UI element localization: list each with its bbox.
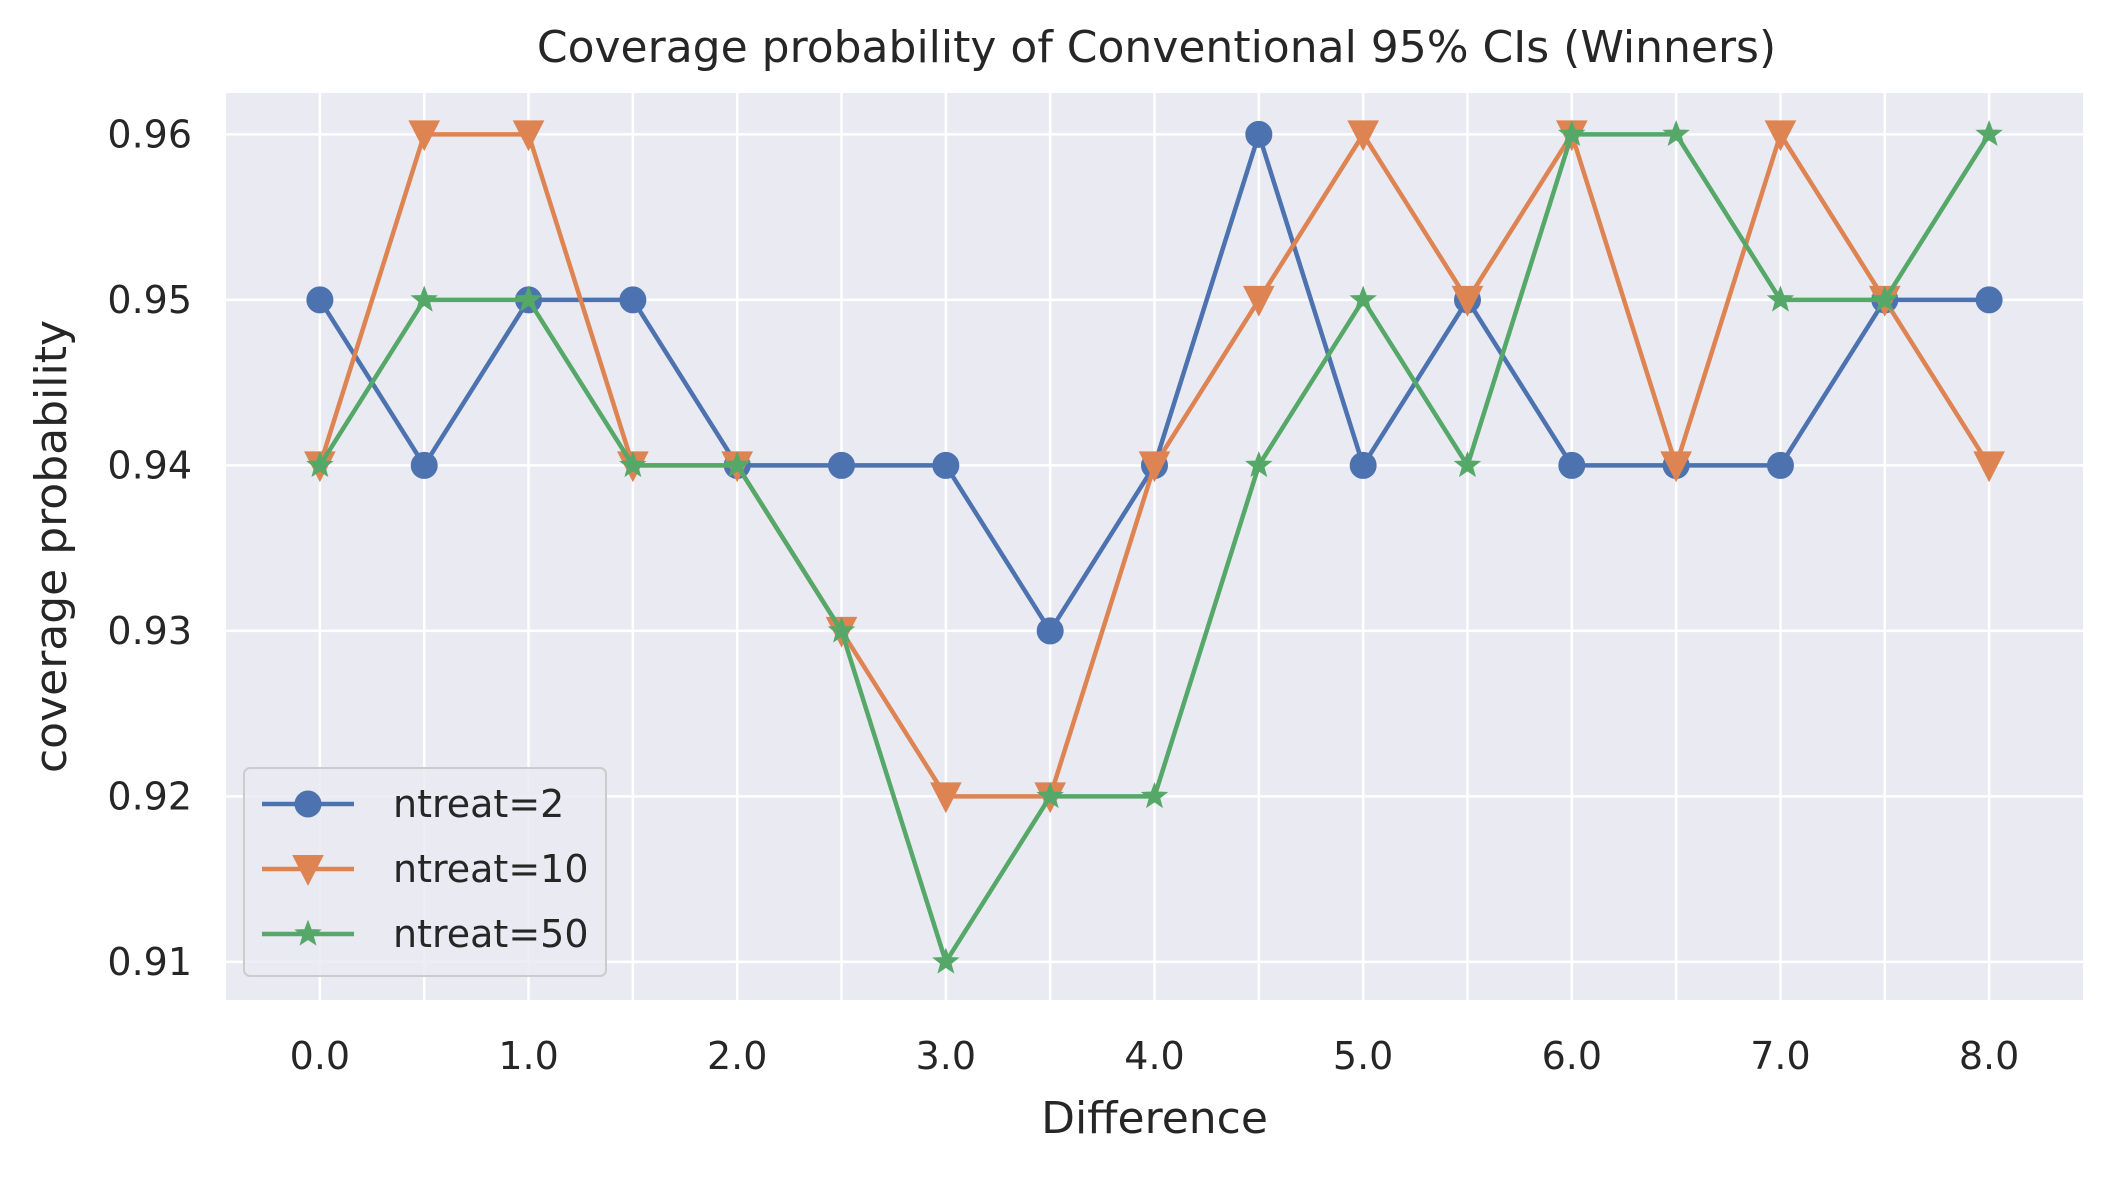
x-tick-label: 4.0 [1124,1034,1184,1078]
legend-marker [294,790,322,818]
data-point [514,285,543,312]
data-point [932,451,960,479]
legend: ntreat=2 ntreat=10 ntreat=50 [243,767,607,977]
data-point [410,285,438,312]
data-point [1138,451,1171,483]
data-point [1660,451,1692,483]
legend-marker [294,919,322,946]
data-point [828,451,856,479]
series-layer [304,119,2005,974]
legend-label: ntreat=50 [393,912,589,956]
chart-title: Coverage probability of Conventional 95%… [537,22,1776,73]
data-point [1349,451,1377,479]
data-point [619,450,647,478]
data-point [1347,120,1379,152]
legend-item: ntreat=2 [262,782,564,826]
y-tick-label: 0.92 [107,774,192,818]
x-tick-label: 1.0 [498,1034,558,1078]
data-point [1036,781,1064,809]
x-tick-label: 8.0 [1959,1034,2019,1078]
data-point [306,450,334,478]
x-tick-label: 0.0 [290,1034,350,1078]
data-point [930,782,962,814]
x-axis-label: Difference [1041,1093,1268,1144]
data-point [1349,285,1377,312]
y-tick-label: 0.94 [107,443,192,487]
data-point [827,616,856,643]
y-tick-label: 0.95 [107,278,192,322]
data-point [1036,617,1064,645]
x-axis-ticks: 0.0 1.0 2.0 3.0 4.0 5.0 6.0 7.0 8.0 [290,1034,2020,1078]
y-tick-label: 0.91 [107,940,192,984]
y-tick-label: 0.93 [107,609,192,653]
x-tick-label: 7.0 [1750,1034,1810,1078]
series-3 [306,119,2003,974]
legend-label: ntreat=2 [393,782,564,826]
data-point [512,120,545,152]
data-point [1451,285,1484,317]
data-point [408,120,441,152]
legend-frame [243,767,607,977]
data-point [1140,781,1169,809]
data-point [1871,285,1899,312]
data-point [1662,119,1690,147]
data-point [1764,120,1797,152]
data-point [723,450,751,478]
data-point [619,286,647,314]
legend-label: ntreat=10 [393,847,589,891]
x-tick-label: 5.0 [1333,1034,1393,1078]
data-point [410,451,438,479]
data-point [1975,119,2003,147]
legend-item: ntreat=50 [262,912,589,956]
data-point [1245,450,1273,478]
x-tick-label: 2.0 [707,1034,767,1078]
data-point [1973,451,2005,483]
legend-item: ntreat=10 [262,847,589,891]
x-tick-label: 3.0 [916,1034,976,1078]
y-tick-label: 0.96 [107,112,192,156]
data-point [932,947,960,974]
grid-lines [226,93,2083,1000]
data-point [1243,285,1275,317]
legend-marker [292,855,324,886]
y-axis-label: coverage probability [26,320,77,773]
data-point [1558,119,1586,147]
x-tick-label: 6.0 [1542,1034,1602,1078]
data-point [1975,286,2003,314]
data-point [1453,450,1482,478]
data-point [1766,285,1795,312]
data-point [1245,120,1273,148]
data-point [1558,451,1586,479]
data-point [1766,451,1794,479]
data-point [306,286,334,314]
y-axis-ticks: 0.91 0.92 0.93 0.94 0.95 0.96 [107,112,192,984]
